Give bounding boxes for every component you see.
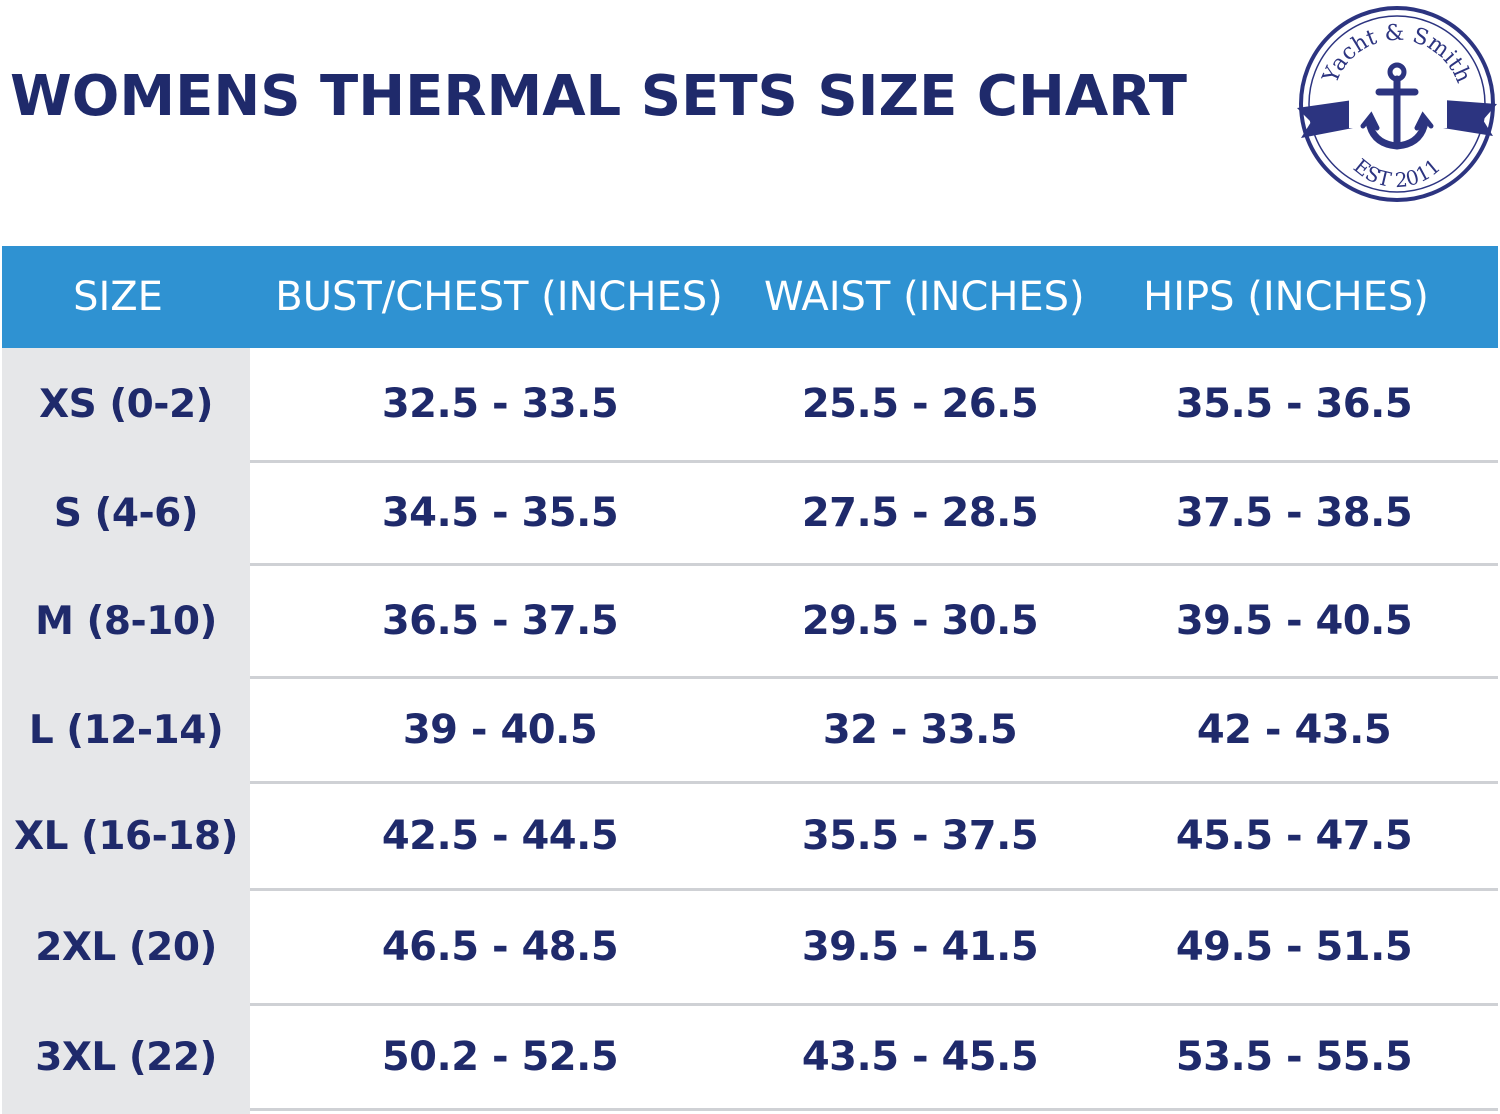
size-cell: XL (16-18) [14, 813, 238, 859]
bust-cell: 42.5 - 44.5 [381, 813, 619, 859]
header-waist: WAIST (INCHES) [764, 274, 1085, 320]
row-divider [250, 563, 1498, 566]
hips-cell: 53.5 - 55.5 [1175, 1034, 1413, 1080]
waist-cell: 29.5 - 30.5 [801, 598, 1039, 644]
size-column-background [2, 348, 250, 1114]
hips-cell: 49.5 - 51.5 [1175, 924, 1413, 970]
table-row: L (12-14) 39 - 40.5 32 - 33.5 42 - 43.5 [2, 679, 1498, 781]
row-divider [250, 676, 1498, 679]
hips-cell: 42 - 43.5 [1196, 707, 1392, 753]
waist-cell: 25.5 - 26.5 [801, 381, 1039, 427]
waist-cell: 27.5 - 28.5 [801, 490, 1039, 536]
table-row: 2XL (20) 46.5 - 48.5 39.5 - 41.5 49.5 - … [2, 891, 1498, 1003]
hips-cell: 39.5 - 40.5 [1175, 598, 1413, 644]
size-cell: 2XL (20) [35, 924, 217, 970]
size-chart-table: SIZE BUST/CHEST (INCHES) WAIST (INCHES) … [2, 246, 1498, 1114]
row-divider [250, 781, 1498, 784]
bust-cell: 50.2 - 52.5 [381, 1034, 619, 1080]
size-cell: L (12-14) [28, 707, 224, 753]
bust-cell: 34.5 - 35.5 [381, 490, 619, 536]
anchor-icon [1360, 62, 1434, 150]
table-row: S (4-6) 34.5 - 35.5 27.5 - 28.5 37.5 - 3… [2, 463, 1498, 563]
bust-cell: 36.5 - 37.5 [381, 598, 619, 644]
bust-cell: 46.5 - 48.5 [381, 924, 619, 970]
table-header: SIZE BUST/CHEST (INCHES) WAIST (INCHES) … [2, 246, 1498, 348]
size-cell: 3XL (22) [35, 1034, 217, 1080]
table-row: 3XL (22) 50.2 - 52.5 43.5 - 45.5 53.5 - … [2, 1006, 1498, 1108]
table-row: M (8-10) 36.5 - 37.5 29.5 - 30.5 39.5 - … [2, 566, 1498, 676]
bust-cell: 32.5 - 33.5 [381, 381, 619, 427]
page-title: WOMENS THERMAL SETS SIZE CHART [10, 64, 1187, 129]
row-divider [250, 460, 1498, 463]
hips-cell: 37.5 - 38.5 [1175, 490, 1413, 536]
bust-cell: 39 - 40.5 [402, 707, 598, 753]
waist-cell: 43.5 - 45.5 [801, 1034, 1039, 1080]
waist-cell: 32 - 33.5 [822, 707, 1018, 753]
table-row: XL (16-18) 42.5 - 44.5 35.5 - 37.5 45.5 … [2, 784, 1498, 888]
logo-est-text: EST 2011 [1349, 154, 1445, 192]
row-divider [250, 1003, 1498, 1006]
row-divider [250, 888, 1498, 891]
size-cell: XS (0-2) [39, 381, 213, 427]
hips-cell: 35.5 - 36.5 [1175, 381, 1413, 427]
size-cell: S (4-6) [53, 490, 199, 536]
header-size: SIZE [73, 274, 163, 320]
table-row: XS (0-2) 32.5 - 33.5 25.5 - 26.5 35.5 - … [2, 348, 1498, 460]
hips-cell: 45.5 - 47.5 [1175, 813, 1413, 859]
waist-cell: 35.5 - 37.5 [801, 813, 1039, 859]
header-hips: HIPS (INCHES) [1143, 274, 1429, 320]
header-bust-chest: BUST/CHEST (INCHES) [275, 274, 723, 320]
brand-logo: Yacht & Smith EST 2011 [1297, 6, 1497, 202]
row-divider [250, 1108, 1498, 1111]
size-cell: M (8-10) [35, 598, 217, 644]
waist-cell: 39.5 - 41.5 [801, 924, 1039, 970]
